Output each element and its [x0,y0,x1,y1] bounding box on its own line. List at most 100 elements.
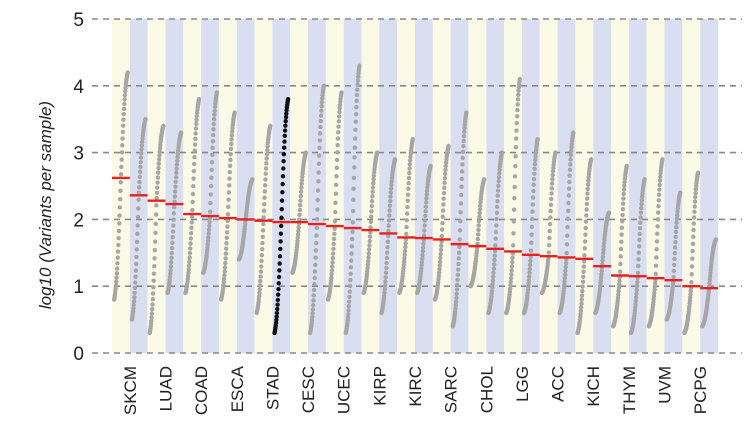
data-point [118,180,123,185]
data-point [673,229,679,235]
data-point [437,267,442,272]
data-point [258,274,263,279]
data-point [191,161,197,167]
data-point [516,92,521,98]
data-point [691,215,697,220]
data-point [616,292,621,297]
data-point [491,270,496,275]
data-point [420,245,426,250]
data-point [211,116,217,122]
data-point [114,279,119,284]
category-label: THYM [620,366,639,414]
data-point [189,225,194,231]
data-point [565,233,570,238]
data-point [621,187,627,192]
data-point [135,214,141,220]
data-point [259,264,264,269]
data-point [620,219,625,224]
data-point [585,191,590,196]
data-point [619,225,625,230]
data-point [336,114,342,119]
data-point [424,188,430,194]
data-point [174,166,179,171]
data-point [119,164,124,170]
data-point [115,255,120,260]
data-point [624,163,629,169]
data-point [120,136,125,141]
data-point [494,223,499,228]
data-point [316,161,322,167]
data-point [386,218,392,223]
highlight-point [279,198,285,203]
data-point [256,294,262,299]
data-point [188,236,194,241]
data-point [635,279,640,285]
data-point [209,160,215,165]
highlight-point [274,317,279,323]
data-point [512,174,518,179]
data-point [150,302,155,307]
data-point [441,202,446,207]
data-point [354,104,359,110]
data-point [582,253,587,258]
data-point [353,119,358,124]
data-point [671,268,677,274]
data-point [212,108,217,113]
data-point [206,235,211,240]
data-point [295,235,300,240]
data-point [619,239,624,244]
data-point [311,293,317,298]
data-point [193,126,199,131]
data-point [553,150,558,155]
data-point [513,144,519,150]
data-point [464,110,469,115]
data-point [514,114,520,119]
data-point [369,198,375,204]
data-point [515,102,520,107]
data-point [312,269,318,274]
data-point [493,243,498,248]
data-point [407,162,413,167]
data-point [549,186,555,191]
data-point [454,295,459,301]
data-point [548,202,554,208]
data-point [402,248,408,254]
data-point [173,184,178,189]
data-point [211,121,216,127]
data-point [371,173,377,178]
data-point [578,311,583,317]
data-point [633,302,638,307]
data-point [261,221,266,227]
highlight-point [276,274,282,280]
data-point [194,121,199,127]
data-point [133,280,138,285]
data-point [652,287,657,293]
data-point [345,315,351,320]
data-point [369,203,374,209]
data-point [634,291,639,296]
highlight-point [279,206,284,212]
data-point [310,314,315,320]
data-point [477,214,482,220]
data-point [620,212,625,218]
data-point [196,96,202,102]
data-point [117,221,122,226]
data-point [175,155,180,160]
data-point [583,225,588,231]
data-point [688,288,694,294]
data-point [477,210,482,216]
data-point [511,219,516,224]
data-point [515,107,520,113]
data-point [599,268,604,274]
data-point [566,200,571,206]
data-point [263,177,268,182]
data-point [347,283,353,289]
data-point [190,207,195,213]
data-point [319,99,325,105]
data-point [312,275,317,281]
data-point [691,221,697,226]
data-point [615,295,621,300]
data-point [440,208,446,213]
data-point [569,145,574,150]
category-label: LGG [513,366,532,402]
